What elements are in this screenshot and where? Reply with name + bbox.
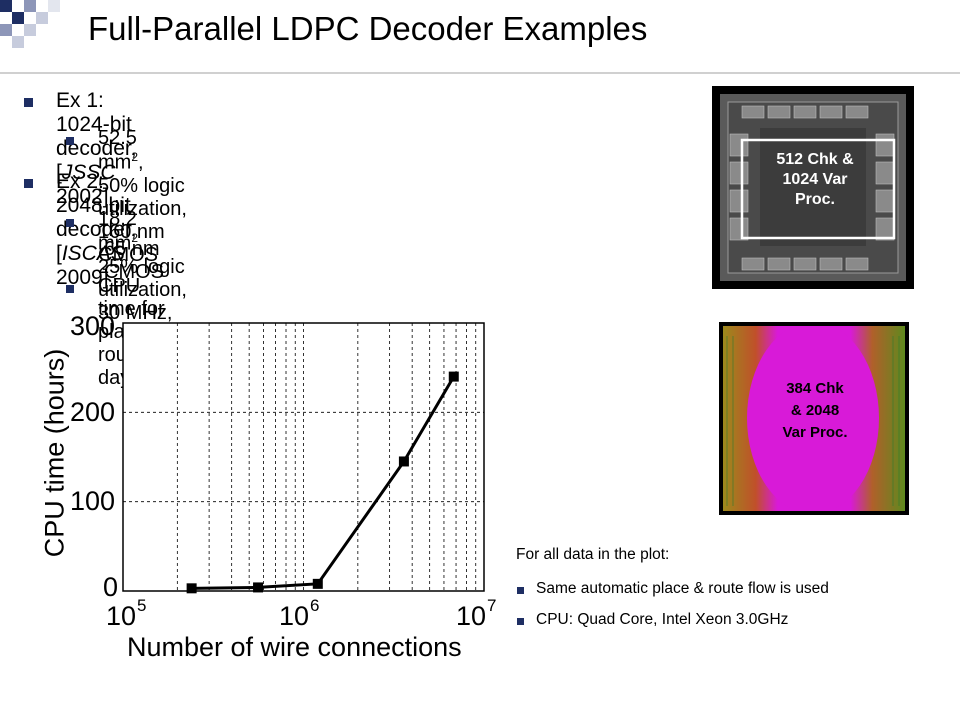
decor-square (24, 0, 36, 12)
chip-micrograph-1024 (712, 86, 914, 289)
chip-density-map (723, 326, 905, 511)
x-tick-label: 10 (279, 601, 310, 631)
slide-title: Full-Parallel LDPC Decoder Examples (88, 10, 648, 47)
bullet-marker (66, 219, 74, 227)
chip-layout-drawing (727, 101, 899, 274)
note-bullet-marker (517, 618, 524, 625)
x-tick-exponent: 7 (487, 596, 497, 615)
y-tick-label: 300 (70, 311, 116, 341)
bullet-marker (24, 179, 33, 188)
title-bar: Full-Parallel LDPC Decoder Examples (0, 0, 960, 74)
x-tick-label: 10 (106, 601, 137, 631)
bullet-marker (66, 285, 74, 293)
note-item: CPU: Quad Core, Intel Xeon 3.0GHz (536, 611, 789, 628)
bullet-ex1: Ex 1: 1024-bit decoder, [JSSC 2002] (56, 89, 137, 208)
y-axis-label: CPU time (hours) (39, 348, 70, 558)
decor-square (48, 0, 60, 12)
plot-frame (122, 322, 485, 592)
data-point (253, 582, 264, 593)
chip-micrograph-2048 (719, 322, 909, 515)
note-bullet-marker (517, 587, 524, 594)
notes-heading: For all data in the plot: (516, 546, 670, 563)
data-point (186, 583, 197, 594)
bullet-ex2-detail-line2: 65 nm CMOS (104, 238, 164, 283)
decor-square (12, 36, 24, 48)
chip-die (720, 94, 906, 281)
bullet-ex1-detail: 52.5 mm2, 50% logic utilization, 160 nm … (98, 127, 187, 266)
y-tick-label: 200 (70, 397, 116, 427)
x-tick-exponent: 6 (310, 596, 320, 615)
chip2-label: 384 Chk & 2048 Var Proc. (782, 380, 848, 441)
data-point (448, 371, 459, 382)
decor-square (24, 24, 36, 36)
bullet-ex2-detail: 18.2 mm2, 25% logic utilization, 30 MHz, (98, 208, 187, 324)
chip-die-colored (723, 326, 905, 511)
y-tick-label: 100 (70, 486, 116, 516)
x-tick-exponent: 5 (137, 596, 147, 615)
bullet-marker (66, 137, 74, 145)
decor-square (0, 0, 12, 12)
bullet-marker (24, 98, 33, 107)
x-axis-label: Number of wire connections (127, 632, 462, 662)
x-tick-label: 10 (456, 601, 487, 631)
decor-square (36, 12, 48, 24)
data-point (312, 578, 323, 589)
decor-square (12, 12, 24, 24)
decor-square (0, 24, 12, 36)
chip1-label: 512 Chk & 1024 Var Proc. (776, 151, 854, 208)
y-tick-label: 0 (103, 572, 119, 602)
data-point (398, 456, 409, 467)
note-item: Same automatic place & route flow is use… (536, 580, 829, 597)
bullet-ex2: Ex 2: 2048 bit decoder, [ISCAS 2009] (56, 170, 137, 289)
